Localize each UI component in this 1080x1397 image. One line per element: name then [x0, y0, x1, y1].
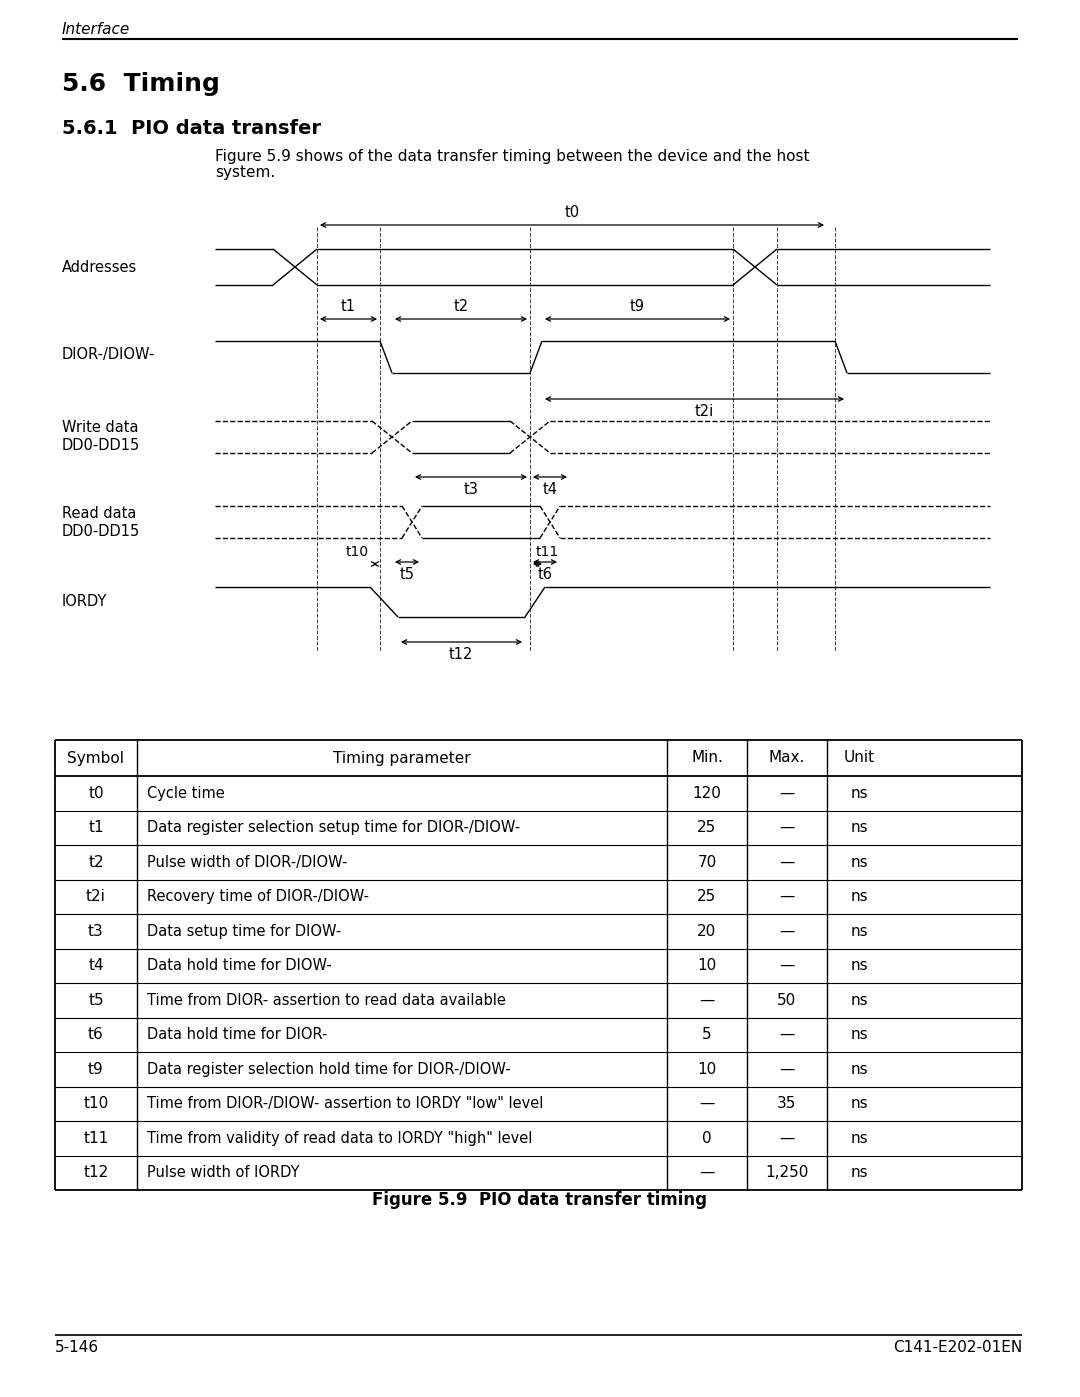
Text: 10: 10 — [698, 1062, 717, 1077]
Text: Interface: Interface — [62, 22, 131, 36]
Text: Addresses: Addresses — [62, 260, 137, 274]
Text: 70: 70 — [698, 855, 717, 870]
Text: Data setup time for DIOW-: Data setup time for DIOW- — [147, 923, 341, 939]
Text: —: — — [780, 958, 795, 974]
Text: t6: t6 — [538, 567, 553, 583]
Text: Symbol: Symbol — [67, 750, 124, 766]
Text: Data hold time for DIOW-: Data hold time for DIOW- — [147, 958, 332, 974]
Text: Recovery time of DIOR-/DIOW-: Recovery time of DIOR-/DIOW- — [147, 890, 369, 904]
Text: —: — — [700, 1165, 715, 1180]
Text: 5.6  Timing: 5.6 Timing — [62, 73, 220, 96]
Text: —: — — [780, 1027, 795, 1042]
Text: Cycle time: Cycle time — [147, 785, 225, 800]
Text: t0: t0 — [565, 205, 580, 219]
Text: IORDY: IORDY — [62, 595, 107, 609]
Text: t9: t9 — [630, 299, 645, 314]
Text: ns: ns — [851, 993, 868, 1007]
Text: Time from validity of read data to IORDY "high" level: Time from validity of read data to IORDY… — [147, 1130, 532, 1146]
Text: ns: ns — [851, 1062, 868, 1077]
Text: Read data: Read data — [62, 506, 136, 521]
Text: Write data: Write data — [62, 420, 138, 436]
Text: 5-146: 5-146 — [55, 1340, 99, 1355]
Text: t3: t3 — [89, 923, 104, 939]
Text: —: — — [780, 1062, 795, 1077]
Text: t1: t1 — [89, 820, 104, 835]
Text: Data hold time for DIOR-: Data hold time for DIOR- — [147, 1027, 327, 1042]
Text: C141-E202-01EN: C141-E202-01EN — [893, 1340, 1022, 1355]
Text: —: — — [700, 1097, 715, 1111]
Text: Data register selection setup time for DIOR-/DIOW-: Data register selection setup time for D… — [147, 820, 521, 835]
Text: 20: 20 — [698, 923, 717, 939]
Text: ns: ns — [851, 923, 868, 939]
Text: system.: system. — [215, 165, 275, 180]
Text: —: — — [780, 820, 795, 835]
Text: t3: t3 — [463, 482, 478, 497]
Text: Time from DIOR-/DIOW- assertion to IORDY "low" level: Time from DIOR-/DIOW- assertion to IORDY… — [147, 1097, 543, 1111]
Text: t12: t12 — [83, 1165, 109, 1180]
Text: t5: t5 — [89, 993, 104, 1007]
Text: Min.: Min. — [691, 750, 723, 766]
Text: Data register selection hold time for DIOR-/DIOW-: Data register selection hold time for DI… — [147, 1062, 511, 1077]
Text: Figure 5.9  PIO data transfer timing: Figure 5.9 PIO data transfer timing — [373, 1192, 707, 1208]
Text: 5.6.1  PIO data transfer: 5.6.1 PIO data transfer — [62, 119, 321, 138]
Text: t6: t6 — [89, 1027, 104, 1042]
Text: Pulse width of DIOR-/DIOW-: Pulse width of DIOR-/DIOW- — [147, 855, 348, 870]
Text: 5: 5 — [702, 1027, 712, 1042]
Text: Unit: Unit — [843, 750, 875, 766]
Text: —: — — [700, 993, 715, 1007]
Text: —: — — [780, 785, 795, 800]
Text: t1: t1 — [340, 299, 355, 314]
Text: —: — — [780, 923, 795, 939]
Text: t11: t11 — [536, 545, 558, 559]
Text: DD0-DD15: DD0-DD15 — [62, 524, 140, 538]
Text: ns: ns — [851, 820, 868, 835]
Text: ns: ns — [851, 958, 868, 974]
Text: t2i: t2i — [694, 404, 714, 419]
Text: Figure 5.9 shows of the data transfer timing between the device and the host: Figure 5.9 shows of the data transfer ti… — [215, 149, 810, 163]
Text: DIOR-/DIOW-: DIOR-/DIOW- — [62, 346, 156, 362]
Text: ns: ns — [851, 1165, 868, 1180]
Text: t9: t9 — [89, 1062, 104, 1077]
Text: 10: 10 — [698, 958, 717, 974]
Text: ns: ns — [851, 1027, 868, 1042]
Text: —: — — [780, 890, 795, 904]
Text: t2i: t2i — [86, 890, 106, 904]
Text: t10: t10 — [83, 1097, 109, 1111]
Text: t11: t11 — [83, 1130, 109, 1146]
Text: t4: t4 — [89, 958, 104, 974]
Text: t12: t12 — [449, 647, 473, 662]
Text: Max.: Max. — [769, 750, 806, 766]
Text: ns: ns — [851, 890, 868, 904]
Text: t0: t0 — [89, 785, 104, 800]
Text: 50: 50 — [778, 993, 797, 1007]
Text: t10: t10 — [346, 545, 368, 559]
Text: t2: t2 — [89, 855, 104, 870]
Text: 0: 0 — [702, 1130, 712, 1146]
Text: t4: t4 — [542, 482, 557, 497]
Text: ns: ns — [851, 1097, 868, 1111]
Text: t2: t2 — [454, 299, 469, 314]
Text: 1,250: 1,250 — [766, 1165, 809, 1180]
Text: 35: 35 — [778, 1097, 797, 1111]
Text: 25: 25 — [698, 890, 717, 904]
Text: —: — — [780, 855, 795, 870]
Text: Timing parameter: Timing parameter — [334, 750, 471, 766]
Text: 25: 25 — [698, 820, 717, 835]
Text: ns: ns — [851, 855, 868, 870]
Text: 120: 120 — [692, 785, 721, 800]
Text: —: — — [780, 1130, 795, 1146]
Text: Pulse width of IORDY: Pulse width of IORDY — [147, 1165, 299, 1180]
Text: ns: ns — [851, 1130, 868, 1146]
Text: DD0-DD15: DD0-DD15 — [62, 439, 140, 454]
Text: t5: t5 — [400, 567, 415, 583]
Text: Time from DIOR- assertion to read data available: Time from DIOR- assertion to read data a… — [147, 993, 505, 1007]
Text: ns: ns — [851, 785, 868, 800]
